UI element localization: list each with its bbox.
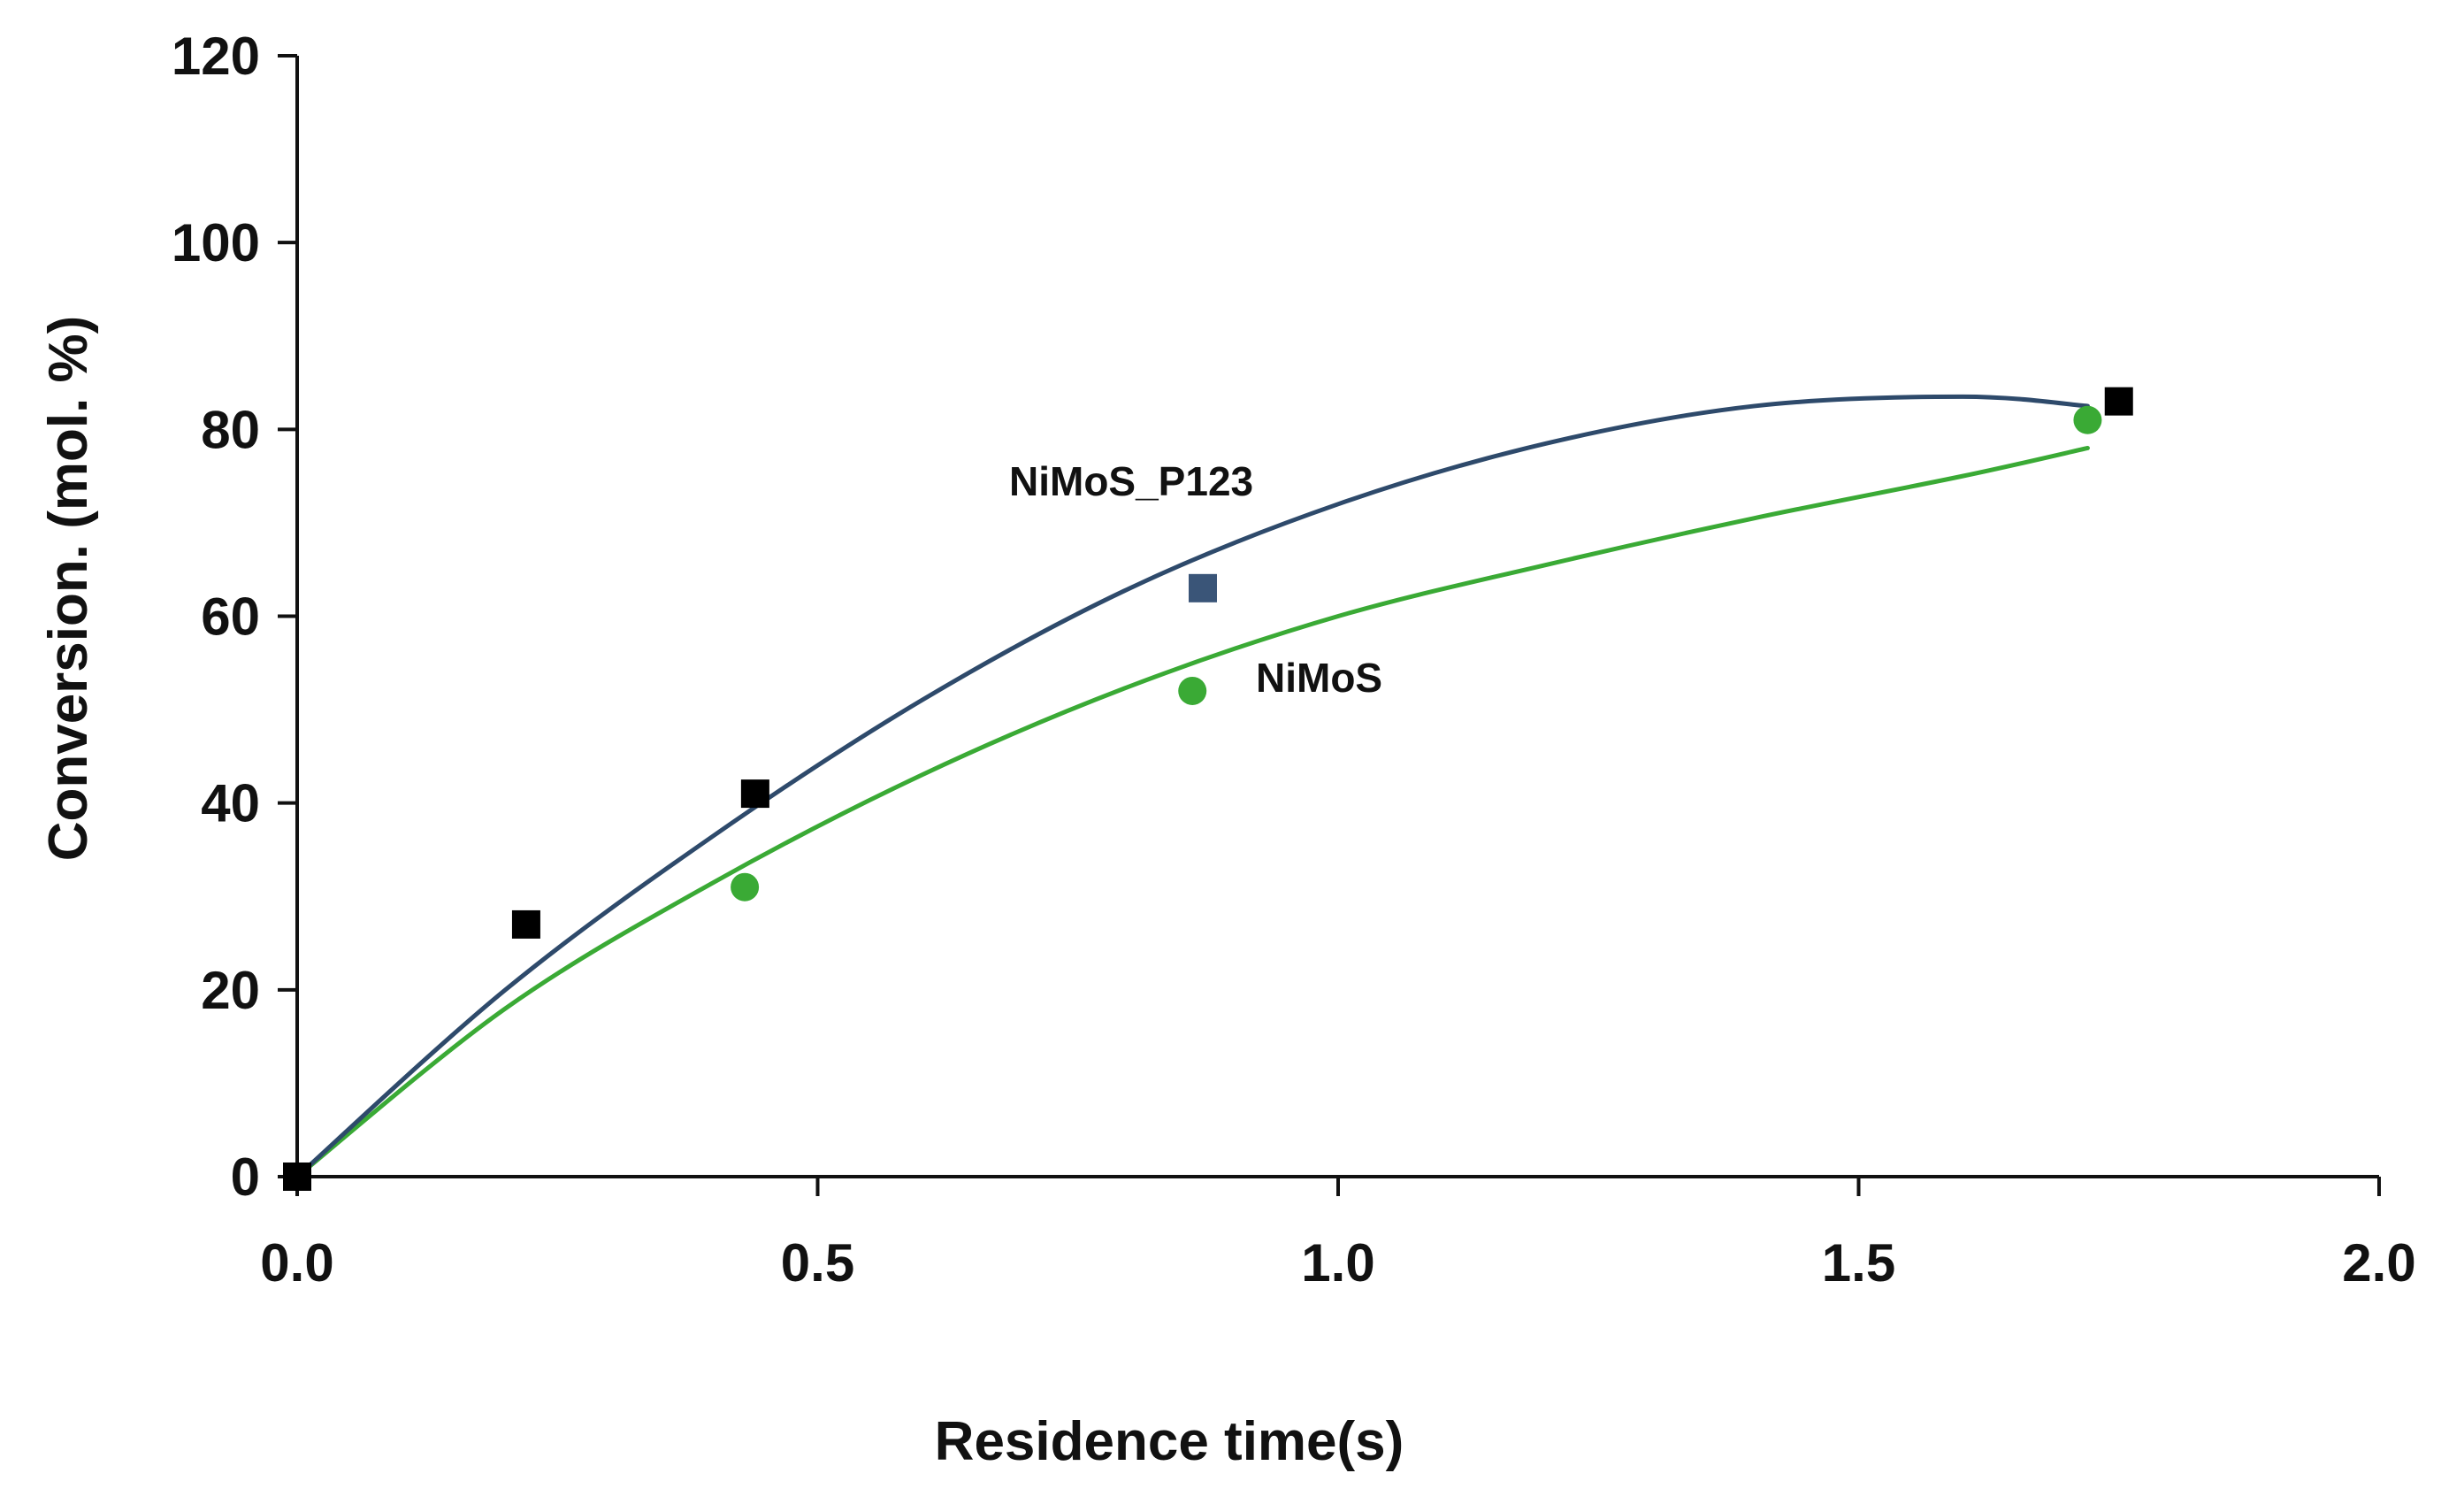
trendline-nimos — [295, 445, 2090, 1179]
marker-nimos-p123 — [1188, 573, 1217, 602]
marker-nimos-p123 — [511, 909, 540, 939]
x-tick-label: 1.5 — [1822, 1233, 1895, 1293]
y-tick-label: 0 — [231, 1147, 260, 1207]
data-markers — [283, 387, 2133, 1191]
marker-nimos — [2073, 405, 2102, 434]
trendlines — [295, 394, 2090, 1179]
marker-nimos-p123 — [2104, 387, 2133, 416]
axis-ticks — [278, 54, 2381, 1196]
x-tick-label: 1.0 — [1301, 1233, 1374, 1293]
y-tick-label: 120 — [172, 27, 260, 86]
y-tick-label: 60 — [201, 587, 260, 647]
marker-nimos-p123 — [283, 1163, 311, 1191]
x-tick-label: 0.5 — [781, 1233, 854, 1293]
series-label-nimos-p123: NiMoS_P123 — [1009, 458, 1253, 504]
y-axis-title: Conversion. (mol. %) — [38, 316, 99, 862]
y-tick-label: 20 — [201, 961, 260, 1020]
series-label-nimos: NiMoS — [1256, 655, 1382, 701]
axis-tick-labels: 0 20 40 60 80 100 120 0.0 0.5 1.0 1.5 2.0 — [172, 27, 2416, 1293]
y-tick-label: 80 — [201, 400, 260, 459]
marker-nimos — [1178, 676, 1207, 705]
marker-nimos-p123 — [740, 779, 769, 809]
y-tick-label: 100 — [172, 213, 260, 272]
x-tick-label: 0.0 — [260, 1233, 333, 1293]
trendline-nimos-p123 — [295, 394, 2090, 1179]
y-tick-label: 40 — [201, 774, 260, 833]
marker-nimos — [731, 872, 760, 902]
x-tick-label: 2.0 — [2342, 1233, 2415, 1293]
x-axis-title: Residence time(s) — [935, 1411, 1404, 1472]
